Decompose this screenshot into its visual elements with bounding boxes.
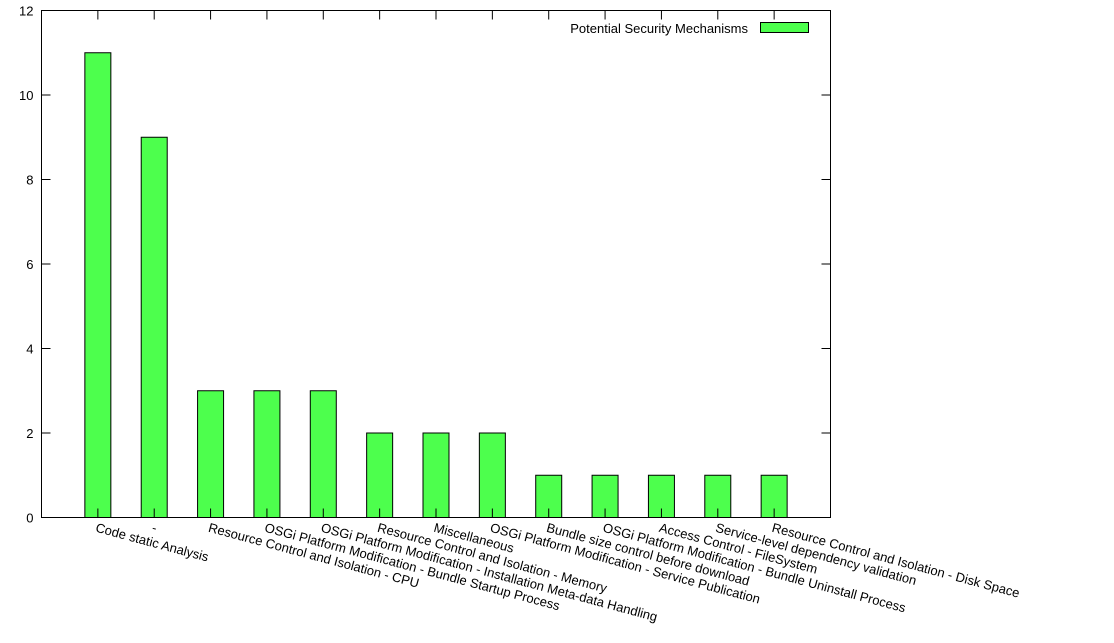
y-tick-label: 8 bbox=[26, 173, 33, 188]
y-tick-label: 12 bbox=[19, 4, 33, 19]
bar bbox=[422, 432, 450, 518]
bar bbox=[478, 432, 506, 518]
bar bbox=[309, 390, 337, 518]
bars bbox=[84, 52, 788, 518]
y-tick-label: 0 bbox=[26, 511, 33, 526]
legend: Potential Security Mechanisms bbox=[570, 21, 809, 36]
x-tick-label: - bbox=[150, 520, 158, 536]
y-tick-label: 4 bbox=[26, 342, 33, 357]
legend-swatch bbox=[760, 22, 809, 33]
bar bbox=[84, 52, 112, 518]
x-axis-labels: Code static Analysis- Resource Control an… bbox=[94, 10, 1021, 624]
bar bbox=[197, 390, 225, 518]
y-tick-label: 2 bbox=[26, 426, 33, 441]
legend-label: Potential Security Mechanisms bbox=[570, 21, 748, 36]
y-axis: 0 2 4 6 8 10 12 bbox=[19, 4, 831, 526]
y-tick-label: 6 bbox=[26, 257, 33, 272]
y-tick-label: 10 bbox=[19, 88, 33, 103]
bar bbox=[140, 136, 168, 518]
bar bbox=[253, 390, 281, 518]
bar bbox=[366, 432, 394, 518]
